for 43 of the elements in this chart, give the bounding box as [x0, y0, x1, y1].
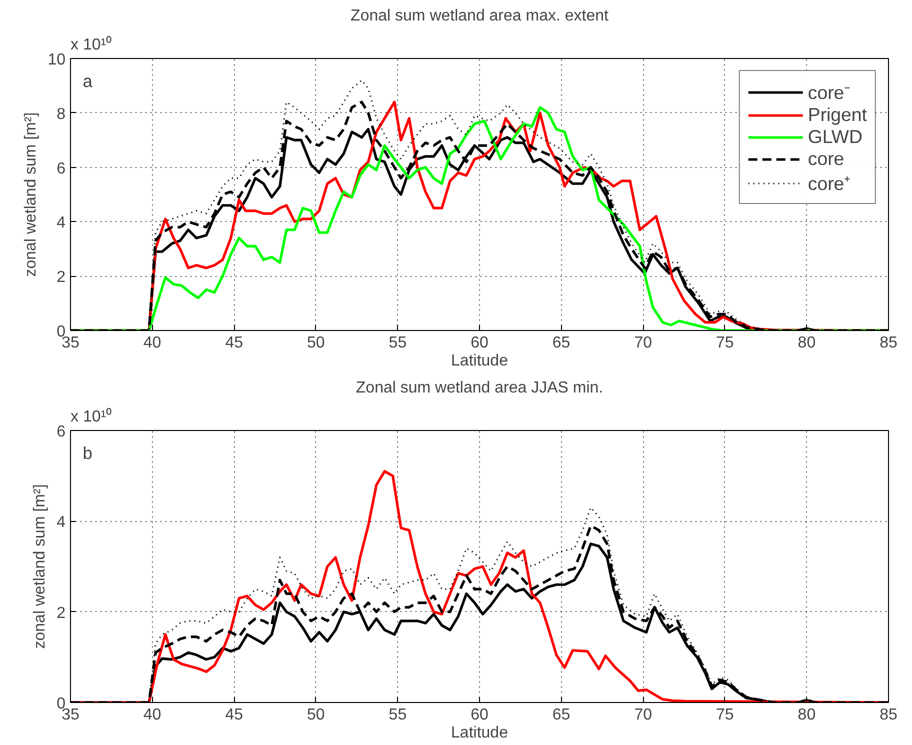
annotation: b: [82, 443, 92, 464]
x-tick-label: 80: [798, 334, 816, 352]
x-tick-label: 50: [307, 706, 325, 724]
x-tick-label: 60: [470, 706, 488, 724]
y-tick-label: 4: [56, 514, 66, 532]
chart-title: Zonal sum wetland area max. extent: [350, 8, 610, 24]
legend-label: GLWD: [808, 126, 862, 148]
x-axis-title: Latitude: [451, 352, 508, 370]
y-tick-label: 4: [56, 214, 66, 232]
x-tick-label: 60: [470, 334, 488, 352]
y-tick-label: 2: [56, 269, 66, 286]
y-tick-label: 10: [48, 52, 66, 68]
x-tick-label: 65: [552, 334, 570, 352]
y-tick-label: 6: [56, 160, 66, 178]
x-tick-label: 75: [716, 334, 734, 352]
x-tick-label: 75: [716, 706, 734, 724]
x-axis-title: Latitude: [451, 724, 508, 742]
x-tick-label: 45: [225, 706, 244, 724]
x-tick-label: 40: [143, 334, 162, 352]
x-tick-label: 55: [388, 334, 407, 352]
legend-label: core⁻: [808, 81, 850, 104]
x-tick-label: 50: [307, 334, 325, 352]
y-axis-title: zonal wetland sum [m²]: [22, 112, 40, 277]
x-tick-label: 40: [143, 706, 162, 724]
x-tick-label: 85: [880, 706, 898, 724]
x-tick-label: 80: [798, 706, 816, 724]
chart-title: Zonal sum wetland area JJAS min.: [356, 380, 604, 396]
y-axis-title: zonal wetland sum [m²]: [32, 484, 49, 649]
legend-label: core⁺: [808, 172, 850, 195]
x-tick-label: 70: [634, 706, 652, 724]
annotation: a: [82, 71, 93, 92]
legend-label: Prigent: [808, 104, 867, 126]
x-tick-label: 55: [388, 706, 407, 724]
y-tick-label: 6: [56, 424, 66, 440]
text: x 10¹⁰: [70, 36, 112, 54]
legend-label: core: [808, 148, 844, 170]
x-tick-label: 65: [552, 706, 570, 724]
text: x 10¹⁰: [70, 408, 112, 426]
y-tick-label: 8: [56, 106, 66, 123]
x-tick-label: 70: [634, 334, 652, 352]
x-tick-label: 45: [225, 334, 244, 352]
y-tick-label: 2: [56, 604, 66, 622]
x-tick-label: 85: [880, 334, 898, 352]
